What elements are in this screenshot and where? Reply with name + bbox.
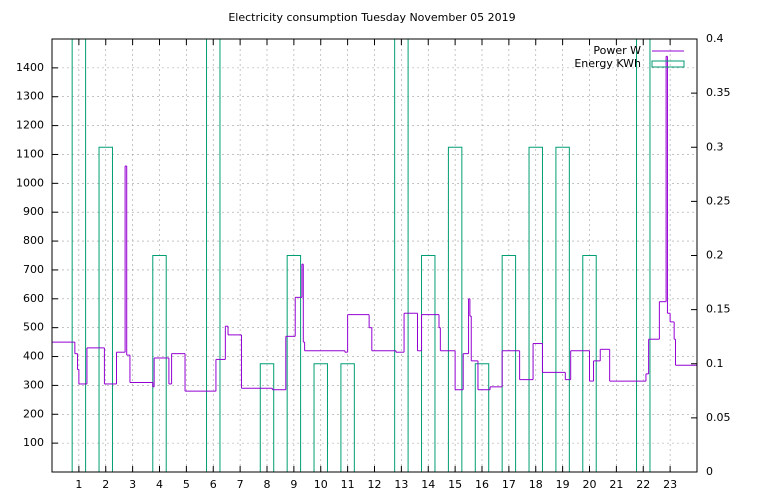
y-tick-label: 500	[23, 321, 44, 334]
x-tick-label: 8	[264, 478, 271, 491]
plot-border	[51, 38, 698, 473]
y2-tick-label: 0.15	[706, 303, 731, 316]
x-tick-label: 2	[102, 478, 109, 491]
y-tick-label: 800	[23, 234, 44, 247]
x-tick-label: 23	[663, 478, 677, 491]
y2-tick-label: 0.05	[706, 411, 731, 424]
y-tick-label: 300	[23, 378, 44, 391]
x-tick-label: 3	[129, 478, 136, 491]
x-tick-label: 9	[290, 478, 297, 491]
x-tick-label: 22	[636, 478, 650, 491]
x-tick-label: 7	[237, 478, 244, 491]
y-tick-label: 600	[23, 292, 44, 305]
legend-swatch	[651, 60, 685, 68]
x-tick-label: 12	[368, 478, 382, 491]
x-tick-label: 21	[609, 478, 623, 491]
x-tick-label: 17	[502, 478, 516, 491]
y2-tick-label: 0.4	[706, 32, 724, 45]
y-tick-label: 1300	[16, 90, 44, 103]
legend-label: Power W	[593, 44, 641, 57]
y2-tick-label: 0.35	[706, 86, 731, 99]
y-tick-label: 1000	[16, 176, 44, 189]
y-tick-label: 200	[23, 407, 44, 420]
x-tick-label: 13	[394, 478, 408, 491]
x-tick-label: 4	[156, 478, 163, 491]
y-tick-label: 900	[23, 205, 44, 218]
x-tick-label: 11	[341, 478, 355, 491]
x-tick-label: 16	[475, 478, 489, 491]
x-tick-label: 5	[183, 478, 190, 491]
y-tick-label: 1200	[16, 119, 44, 132]
y-tick-label: 1100	[16, 147, 44, 160]
y2-tick-label: 0	[706, 465, 713, 478]
y-tick-label: 1400	[16, 61, 44, 74]
y2-tick-label: 0.25	[706, 194, 731, 207]
legend-label: Energy KWh	[574, 57, 641, 70]
y-tick-label: 400	[23, 350, 44, 363]
x-tick-label: 1	[75, 478, 82, 491]
chart-title: Electricity consumption Tuesday November…	[228, 11, 515, 24]
x-tick-label: 15	[448, 478, 462, 491]
y-tick-label: 100	[23, 436, 44, 449]
x-tick-label: 14	[421, 478, 435, 491]
y2-tick-label: 0.1	[706, 357, 724, 370]
x-tick-label: 6	[210, 478, 217, 491]
x-tick-label: 20	[583, 478, 597, 491]
y2-tick-label: 0.2	[706, 249, 724, 262]
x-tick-label: 19	[556, 478, 570, 491]
x-tick-label: 10	[314, 478, 328, 491]
y2-tick-label: 0.3	[706, 140, 724, 153]
x-tick-label: 18	[529, 478, 543, 491]
y-tick-label: 700	[23, 263, 44, 276]
